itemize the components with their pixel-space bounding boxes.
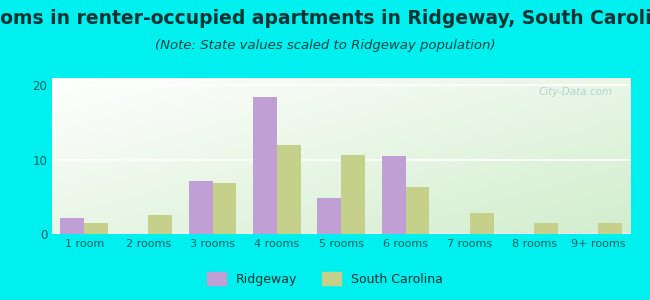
Bar — [189, 181, 213, 234]
Bar — [148, 215, 172, 234]
Bar — [470, 213, 493, 234]
Bar — [406, 187, 429, 234]
Bar — [254, 97, 277, 234]
Bar — [60, 218, 84, 234]
Bar — [84, 223, 108, 234]
Text: (Note: State values scaled to Ridgeway population): (Note: State values scaled to Ridgeway p… — [155, 39, 495, 52]
Text: City-Data.com: City-Data.com — [539, 87, 613, 98]
Bar — [213, 184, 237, 234]
Bar — [341, 154, 365, 234]
Bar — [317, 198, 341, 234]
Legend: Ridgeway, South Carolina: Ridgeway, South Carolina — [202, 267, 448, 291]
Bar — [382, 156, 406, 234]
Bar — [599, 223, 622, 234]
Bar — [277, 145, 301, 234]
Bar — [534, 223, 558, 234]
Text: Rooms in renter-occupied apartments in Ridgeway, South Carolina: Rooms in renter-occupied apartments in R… — [0, 9, 650, 28]
